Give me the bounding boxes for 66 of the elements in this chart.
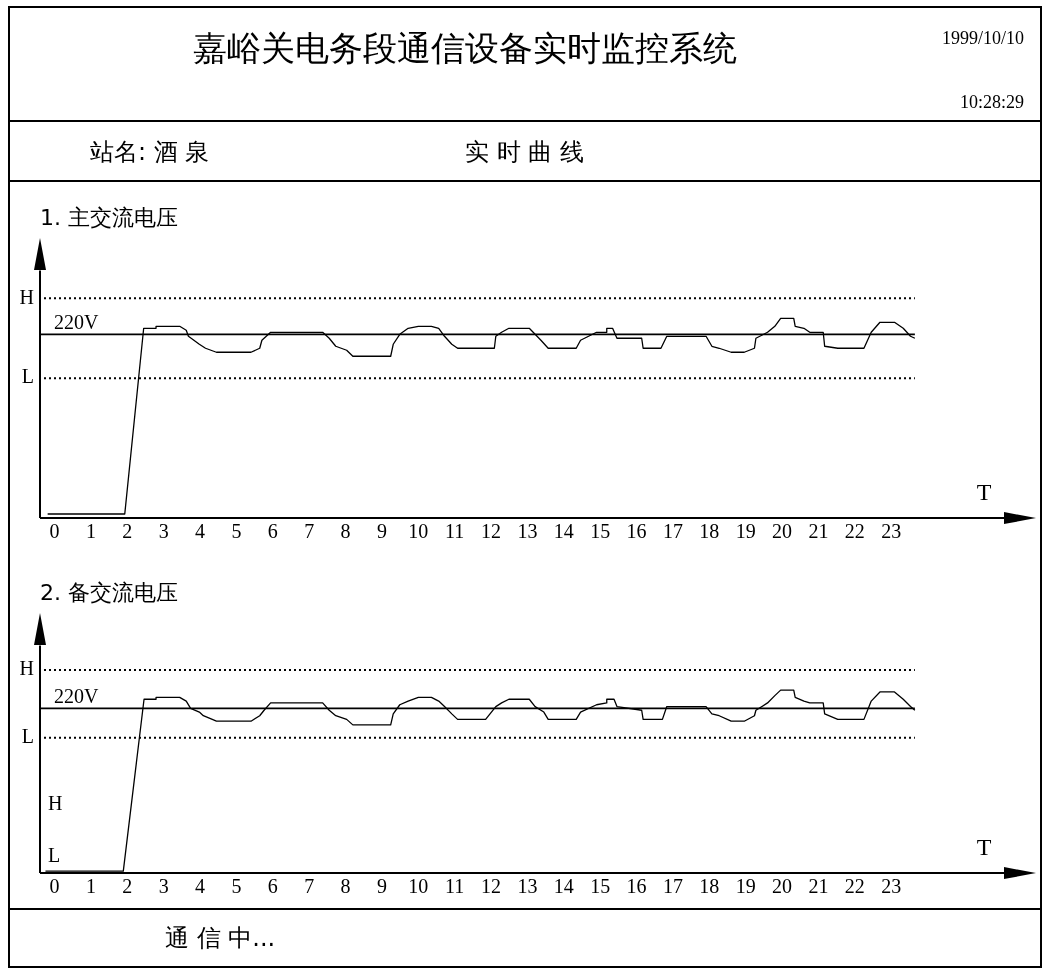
x-tick-label: 10 bbox=[408, 520, 429, 543]
x-tick-label: 22 bbox=[844, 875, 865, 898]
x-tick-label: 18 bbox=[699, 520, 720, 543]
x-tick-label: 7 bbox=[304, 520, 315, 543]
x-tick-label: 15 bbox=[590, 520, 611, 543]
x-tick-label: 21 bbox=[808, 520, 829, 543]
x-tick-label: 11 bbox=[445, 875, 465, 898]
x-tick-label: 2 bbox=[122, 520, 133, 543]
text: 通 信 中... bbox=[165, 923, 276, 954]
x-tick-label: 19 bbox=[735, 875, 756, 898]
x-tick-label: 14 bbox=[553, 875, 574, 898]
x-tick-label: 5 bbox=[231, 520, 242, 543]
chart-title: 2. 备交流电压 bbox=[40, 579, 178, 605]
x-tick-label: 18 bbox=[699, 875, 720, 898]
x-tick-label: 15 bbox=[590, 875, 611, 898]
x-tick-label: 4 bbox=[195, 520, 206, 543]
x-tick-label: 10 bbox=[408, 875, 429, 898]
x-tick-label: 12 bbox=[481, 875, 502, 898]
x-tick-label: 11 bbox=[445, 520, 465, 543]
ref-line-label: L bbox=[21, 724, 34, 747]
x-tick-label: 17 bbox=[662, 520, 683, 543]
x-axis-title: T bbox=[976, 834, 992, 861]
text: 实 时 曲 线 bbox=[465, 137, 584, 168]
text: 1999/10/10 bbox=[941, 28, 1024, 49]
x-tick-label: 14 bbox=[553, 520, 574, 543]
x-axis-title: T bbox=[976, 479, 992, 506]
x-tick-label: 21 bbox=[808, 875, 829, 898]
x-tick-label: 13 bbox=[517, 520, 538, 543]
ref-line-label: L bbox=[21, 365, 34, 388]
ref-line-label: H bbox=[19, 285, 34, 308]
ref-line-label: 220V bbox=[54, 310, 99, 333]
x-tick-label: 6 bbox=[267, 875, 278, 898]
x-tick-label: 20 bbox=[772, 875, 793, 898]
x-tick-label: 2 bbox=[122, 875, 133, 898]
x-tick-label: 8 bbox=[340, 875, 351, 898]
x-tick-label: 1 bbox=[85, 520, 96, 543]
x-tick-label: 3 bbox=[158, 520, 169, 543]
x-tick-label: 23 bbox=[881, 520, 902, 543]
x-tick-label: 1 bbox=[85, 875, 96, 898]
x-tick-label: 13 bbox=[517, 875, 538, 898]
x-tick-label: 16 bbox=[626, 875, 647, 898]
x-tick-label: 9 bbox=[376, 875, 387, 898]
x-tick-label: 16 bbox=[626, 520, 647, 543]
text: 站名: 酒 泉 bbox=[90, 137, 210, 168]
x-tick-label: 7 bbox=[304, 875, 315, 898]
x-tick-label: 19 bbox=[735, 520, 756, 543]
x-tick-label: 0 bbox=[49, 875, 60, 898]
ref-line-label: 220V bbox=[54, 684, 99, 707]
x-tick-label: 12 bbox=[481, 520, 502, 543]
x-tick-label: 0 bbox=[49, 520, 60, 543]
x-tick-label: 17 bbox=[662, 875, 683, 898]
x-tick-label: 6 bbox=[267, 520, 278, 543]
x-tick-label: 5 bbox=[231, 875, 242, 898]
ref-line-label: H bbox=[19, 657, 34, 680]
text: 10:28:29 bbox=[959, 92, 1024, 113]
x-tick-label: 22 bbox=[844, 520, 865, 543]
x-tick-label: 9 bbox=[376, 520, 387, 543]
chart-title: 1. 主交流电压 bbox=[40, 204, 178, 230]
x-tick-label: 3 bbox=[158, 875, 169, 898]
x-tick-label: 8 bbox=[340, 520, 351, 543]
annotation: H bbox=[48, 792, 63, 815]
annotation: L bbox=[48, 844, 61, 867]
text: 嘉峪关电务段通信设备实时监控系统 bbox=[193, 28, 737, 68]
x-tick-label: 23 bbox=[881, 875, 902, 898]
x-tick-label: 4 bbox=[195, 875, 206, 898]
x-tick-label: 20 bbox=[772, 520, 793, 543]
